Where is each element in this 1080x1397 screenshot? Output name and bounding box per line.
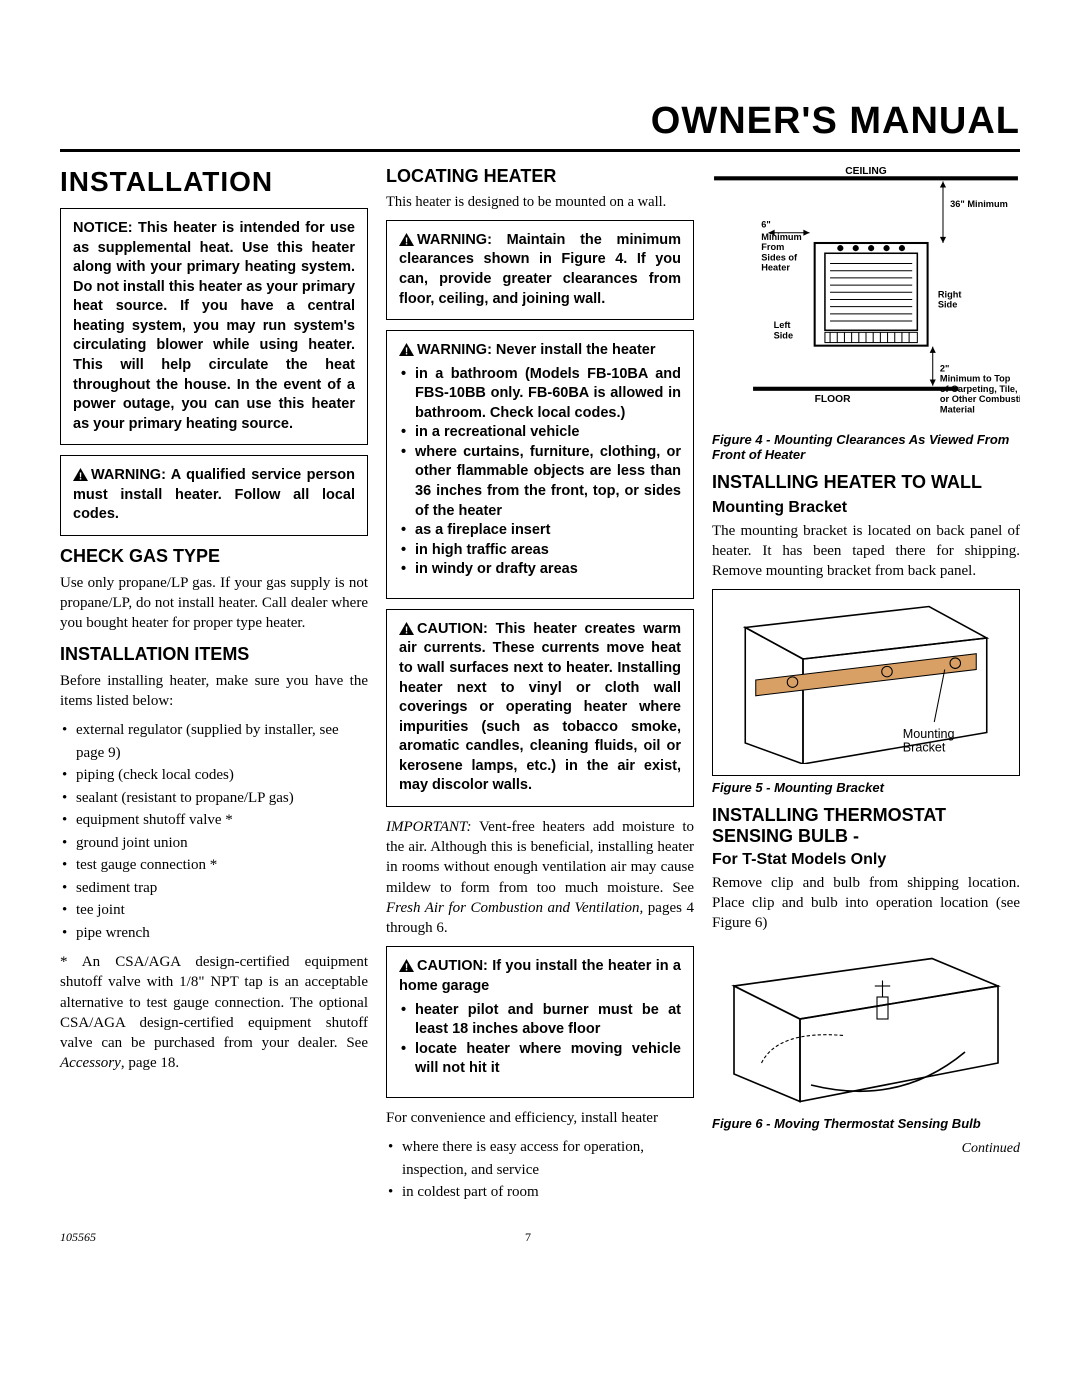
svg-text:Side: Side — [938, 300, 957, 310]
svg-text:!: ! — [79, 472, 82, 482]
svg-text:Side: Side — [774, 330, 793, 340]
figure-5: Mounting Bracket — [712, 589, 1020, 776]
caution-currents: ! CAUTION: This heater creates warm air … — [386, 609, 694, 807]
important-em: Fresh Air for Combustion and Ventilation… — [386, 900, 643, 916]
svg-text:!: ! — [405, 625, 408, 635]
caution-garage-lead: CAUTION: If you install the heater in a … — [399, 958, 681, 994]
list-item: in a recreational vehicle — [399, 423, 681, 443]
list-item: in coldest part of room — [386, 1181, 694, 1204]
mounting-bracket-sub: Mounting Bracket — [712, 499, 1020, 517]
list-item: where there is easy access for operation… — [386, 1136, 694, 1181]
svg-text:FLOOR: FLOOR — [815, 394, 851, 405]
svg-text:Right: Right — [938, 289, 962, 299]
list-item: pipe wrench — [60, 922, 368, 945]
svg-text:of Carpeting, Tile,: of Carpeting, Tile, — [940, 384, 1018, 394]
list-item: in high traffic areas — [399, 541, 681, 561]
warning-never-install: ! WARNING: Never install the heater in a… — [386, 330, 694, 599]
warning-min-clearance: ! WARNING: Maintain the minimum clearanc… — [386, 220, 694, 320]
page-number: 7 — [525, 1230, 531, 1245]
list-item: locate heater where moving vehicle will … — [399, 1040, 681, 1079]
warning-never-lead: WARNING: Never install the heater — [417, 342, 656, 358]
svg-text:36" Minimum: 36" Minimum — [950, 199, 1008, 209]
important-note: IMPORTANT: Vent-free heaters add moistur… — [386, 817, 694, 939]
svg-text:Minimum: Minimum — [761, 232, 801, 242]
page-header: OWNER'S MANUAL — [60, 100, 1020, 152]
convenience-list: where there is easy access for operation… — [386, 1136, 694, 1204]
install-items-list: external regulator (supplied by installe… — [60, 719, 368, 944]
svg-text:Bracket: Bracket — [903, 741, 946, 755]
list-item: as a fireplace insert — [399, 521, 681, 541]
footnote-em: Accessory — [60, 1055, 121, 1071]
svg-text:Sides of: Sides of — [761, 252, 798, 262]
warning-icon: ! — [399, 233, 414, 246]
svg-text:!: ! — [405, 236, 408, 246]
caution-garage: ! CAUTION: If you install the heater in … — [386, 946, 694, 1097]
continued-label: Continued — [712, 1141, 1020, 1157]
column-2: LOCATING HEATER This heater is designed … — [386, 166, 694, 1212]
svg-text:Left: Left — [774, 320, 791, 330]
header-title: OWNER'S MANUAL — [60, 100, 1020, 143]
install-items-intro: Before installing heater, make sure you … — [60, 671, 368, 712]
column-1: INSTALLATION NOTICE: This heater is inte… — [60, 166, 368, 1212]
caution-currents-text: CAUTION: This heater creates warm air cu… — [399, 621, 681, 794]
page-footer: 105565 7 — [60, 1230, 1020, 1245]
svg-text:or Other Combustible: or Other Combustible — [940, 394, 1020, 404]
list-item: in a bathroom (Models FB-10BA and FBS-10… — [399, 365, 681, 424]
list-item: piping (check local codes) — [60, 764, 368, 787]
svg-text:!: ! — [405, 963, 408, 973]
install-items-title: INSTALLATION ITEMS — [60, 644, 368, 665]
doc-number: 105565 — [60, 1230, 96, 1245]
svg-text:Minimum to Top: Minimum to Top — [940, 374, 1011, 384]
list-item: sediment trap — [60, 877, 368, 900]
warning-icon: ! — [73, 468, 88, 481]
footnote-suffix: , page 18. — [121, 1055, 179, 1071]
warning-min-text: WARNING: Maintain the minimum clearances… — [399, 232, 681, 307]
mounting-bracket-body: The mounting bracket is located on back … — [712, 521, 1020, 582]
warning-qualified-text: WARNING: A qualified service person must… — [73, 467, 355, 522]
list-item: in windy or drafty areas — [399, 560, 681, 580]
svg-text:Heater: Heater — [761, 263, 790, 273]
list-item: where curtains, furniture, clothing, or … — [399, 443, 681, 521]
list-item: heater pilot and burner must be at least… — [399, 1001, 681, 1040]
installation-title: INSTALLATION — [60, 166, 368, 198]
install-items-footnote: * An CSA/AGA design-certified equipment … — [60, 952, 368, 1074]
important-lead: IMPORTANT: — [386, 819, 472, 835]
notice-box: NOTICE: This heater is intended for use … — [60, 208, 368, 445]
figure-6 — [712, 942, 1020, 1112]
svg-text:CEILING: CEILING — [845, 166, 887, 177]
install-wall-title: INSTALLING HEATER TO WALL — [712, 472, 1020, 493]
thermostat-body: Remove clip and bulb from shipping locat… — [712, 873, 1020, 934]
check-gas-title: CHECK GAS TYPE — [60, 546, 368, 567]
svg-text:Mounting: Mounting — [903, 727, 955, 741]
list-item: test gauge connection * — [60, 854, 368, 877]
content-columns: INSTALLATION NOTICE: This heater is inte… — [60, 166, 1020, 1212]
warning-icon: ! — [399, 622, 414, 635]
column-3: CEILING 36" Minimum 6" Minimum From Side… — [712, 166, 1020, 1212]
figure-5-caption: Figure 5 - Mounting Bracket — [712, 780, 1020, 795]
figure-6-caption: Figure 6 - Moving Thermostat Sensing Bul… — [712, 1116, 1020, 1131]
figure-4: CEILING 36" Minimum 6" Minimum From Side… — [712, 166, 1020, 428]
locating-title: LOCATING HEATER — [386, 166, 694, 187]
thermostat-title: INSTALLING THERMOSTAT SENSING BULB - — [712, 805, 1020, 846]
svg-text:From: From — [761, 242, 784, 252]
convenience-intro: For convenience and efficiency, install … — [386, 1108, 694, 1128]
warning-icon: ! — [399, 343, 414, 356]
svg-text:!: ! — [405, 347, 408, 357]
warning-icon: ! — [399, 959, 414, 972]
check-gas-body: Use only propane/LP gas. If your gas sup… — [60, 573, 368, 634]
thermostat-sub: For T-Stat Models Only — [712, 851, 1020, 869]
list-item: sealant (resistant to propane/LP gas) — [60, 787, 368, 810]
warning-qualified: ! WARNING: A qualified service person mu… — [60, 455, 368, 536]
svg-text:6": 6" — [761, 220, 771, 230]
list-item: ground joint union — [60, 832, 368, 855]
svg-text:2": 2" — [940, 363, 950, 373]
figure-4-caption: Figure 4 - Mounting Clearances As Viewed… — [712, 432, 1020, 462]
list-item: external regulator (supplied by installe… — [60, 719, 368, 764]
footnote-prefix: * An CSA/AGA design-certified equipment … — [60, 954, 368, 1051]
locating-intro: This heater is designed to be mounted on… — [386, 193, 694, 212]
list-item: tee joint — [60, 899, 368, 922]
list-item: equipment shutoff valve * — [60, 809, 368, 832]
svg-text:Material: Material — [940, 404, 975, 414]
